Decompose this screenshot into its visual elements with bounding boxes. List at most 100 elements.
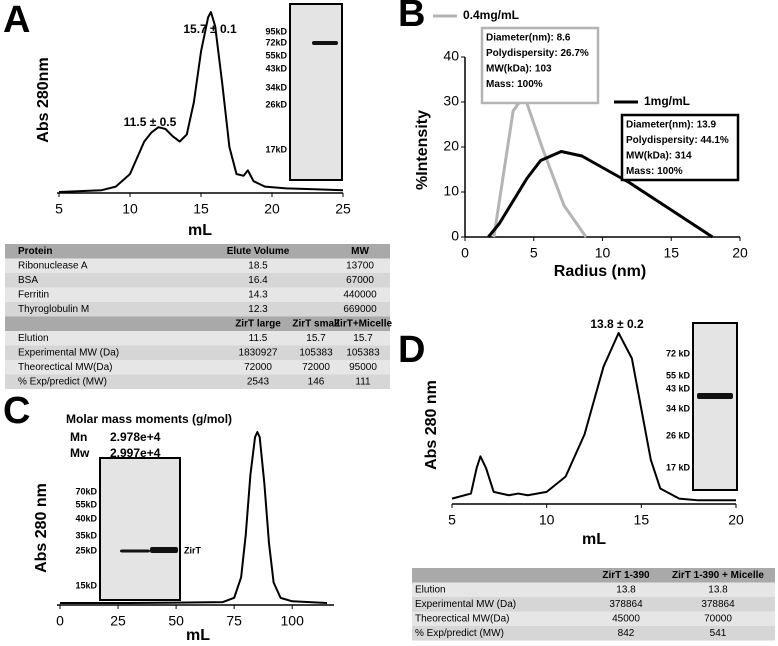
table-cell: 72000 bbox=[244, 362, 272, 373]
gel-marker: 17kD bbox=[265, 144, 287, 154]
info-text: MW(kDa): 103 bbox=[486, 64, 552, 75]
table-row bbox=[412, 582, 775, 597]
gel-marker: 26 kD bbox=[666, 430, 691, 440]
panel-letter: D bbox=[398, 329, 425, 371]
table-cell: 15.7 bbox=[306, 333, 326, 344]
info-text: Diameter(nm): 8.6 bbox=[486, 33, 571, 44]
table-cell: 1830927 bbox=[239, 347, 278, 358]
x-axis-label: mL bbox=[188, 222, 212, 239]
y-tick-label: 40 bbox=[443, 48, 459, 64]
gel-marker: 25kD bbox=[75, 545, 97, 555]
table-cell: 11.5 bbox=[249, 333, 268, 344]
x-tick-label: 25 bbox=[110, 613, 126, 629]
x-tick-label: 15 bbox=[663, 245, 679, 261]
y-axis-label: Abs 280nm bbox=[35, 57, 52, 142]
trace bbox=[60, 431, 328, 604]
gel-image bbox=[692, 322, 738, 491]
info-box bbox=[480, 26, 600, 105]
x-tick-label: 20 bbox=[728, 512, 744, 528]
y-tick-label: 20 bbox=[443, 138, 459, 154]
table-cell: BSA bbox=[18, 275, 38, 286]
x-tick-label: 5 bbox=[530, 245, 538, 261]
legend-label: 0.4mg/mL bbox=[463, 8, 519, 22]
gel-marker: 43kD bbox=[265, 63, 287, 73]
info-text: Polydispersity: 44.1% bbox=[626, 135, 729, 146]
table-cell: 15.7 bbox=[353, 333, 373, 344]
table-cell: 378864 bbox=[701, 599, 735, 610]
table-cell: 72000 bbox=[302, 362, 330, 373]
header-cell: ZirT 1-390 bbox=[602, 570, 650, 581]
gel-marker: 15kD bbox=[75, 580, 97, 590]
table-row bbox=[5, 273, 390, 288]
table-cell: 95000 bbox=[349, 362, 377, 373]
y-axis-label: %Intensity bbox=[414, 110, 431, 190]
legend-label: 1mg/mL bbox=[644, 94, 690, 108]
x-tick-label: 15 bbox=[634, 512, 650, 528]
gel-marker: 40kD bbox=[75, 513, 97, 523]
table-cell: 105383 bbox=[299, 347, 333, 358]
band-label: ZirT bbox=[184, 545, 202, 555]
gel-marker: 35kD bbox=[75, 530, 97, 540]
info-text: Mass: 100% bbox=[626, 166, 683, 177]
gel-band bbox=[120, 549, 150, 553]
table-cell: Experimental MW (Da) bbox=[18, 347, 119, 358]
table-cell: 13700 bbox=[346, 260, 374, 271]
x-tick-label: 20 bbox=[264, 201, 280, 217]
info-text: Diameter(nm): 13.9 bbox=[626, 120, 716, 131]
header-cell: MW bbox=[351, 246, 369, 257]
x-tick-label: 0 bbox=[461, 245, 469, 261]
gel-marker: 43 kD bbox=[666, 383, 691, 393]
x-tick-label: 25 bbox=[335, 201, 351, 217]
x-tick-label: 20 bbox=[732, 245, 748, 261]
table-cell: 70000 bbox=[704, 613, 732, 624]
table-cell: 18.5 bbox=[248, 260, 268, 271]
table-cell: 440000 bbox=[343, 289, 377, 300]
table-cell: Ferritin bbox=[18, 289, 49, 300]
table-cell: 842 bbox=[618, 628, 635, 639]
x-tick-label: 10 bbox=[539, 512, 555, 528]
annotation: 13.8 ± 0.2 bbox=[590, 317, 644, 331]
gel-marker: 55 kD bbox=[666, 370, 691, 380]
x-tick-label: 10 bbox=[595, 245, 611, 261]
info-box bbox=[620, 113, 740, 182]
table-row bbox=[412, 611, 775, 626]
x-tick-label: 10 bbox=[122, 201, 138, 217]
y-tick-label: 30 bbox=[443, 93, 459, 109]
x-tick-label: 50 bbox=[168, 613, 184, 629]
moments-text: 2.978e+4 bbox=[110, 430, 161, 444]
gel-marker: 95kD bbox=[265, 26, 287, 36]
moments-text: Mn bbox=[70, 430, 87, 444]
header-cell: Protein bbox=[18, 246, 52, 257]
gel-marker: 70kD bbox=[75, 486, 97, 496]
table-cell: Thyroglobulin M bbox=[18, 304, 89, 315]
table-cell: 111 bbox=[355, 376, 371, 387]
trace bbox=[58, 11, 344, 193]
table-row bbox=[5, 331, 390, 346]
table-row bbox=[412, 626, 775, 641]
annotation: 11.5 ± 0.5 bbox=[124, 115, 177, 129]
x-axis-label: mL bbox=[582, 531, 606, 548]
table-row bbox=[5, 360, 390, 375]
gel-marker: 34kD bbox=[265, 82, 287, 92]
x-tick-label: 75 bbox=[226, 613, 242, 629]
moments-title: Molar mass moments (g/mol) bbox=[66, 412, 232, 426]
table-cell: Theorectical MW(Da) bbox=[18, 362, 112, 373]
table-cell: % Exp/predict (MW) bbox=[18, 376, 107, 387]
table-row bbox=[412, 597, 775, 612]
table-cell: 45000 bbox=[612, 613, 640, 624]
table-cell: 669000 bbox=[343, 304, 377, 315]
gel-band bbox=[697, 393, 733, 399]
x-tick-label: 5 bbox=[55, 201, 63, 217]
header-cell: ZirT 1-390 + Micelle bbox=[672, 570, 764, 581]
x-axis-label: Radius (nm) bbox=[554, 263, 646, 280]
gel-band bbox=[312, 41, 338, 45]
table-cell: Ribonuclease A bbox=[18, 260, 88, 271]
x-tick-label: 5 bbox=[448, 512, 456, 528]
y-axis-label: Abs 280 nm bbox=[33, 483, 50, 573]
table-row bbox=[5, 374, 390, 389]
table-cell: 541 bbox=[710, 628, 727, 639]
x-axis-label: mL bbox=[186, 627, 210, 644]
table-cell: 146 bbox=[308, 376, 325, 387]
table-cell: 16.4 bbox=[248, 275, 268, 286]
